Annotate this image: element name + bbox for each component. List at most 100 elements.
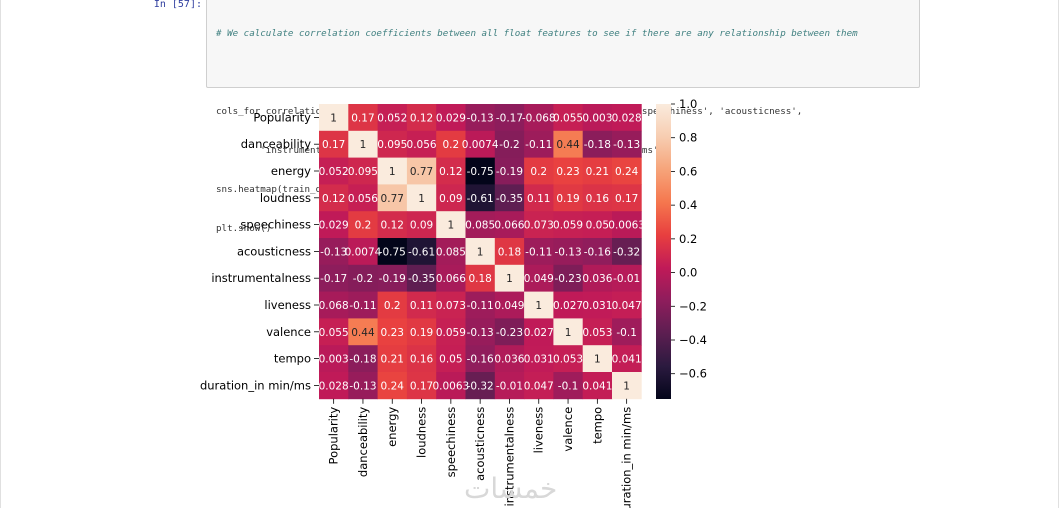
heatmap-annotation: 0.0063: [432, 380, 469, 392]
heatmap-annotation: 0.17: [410, 380, 433, 392]
heatmap-cell: [494, 130, 525, 158]
heatmap-cell: [582, 291, 613, 319]
heatmap-annotation: 0.0074: [345, 246, 382, 258]
y-tick-label: instrumentalness: [211, 271, 311, 285]
heatmap-cell: [524, 238, 554, 266]
heatmap-cell: [494, 318, 525, 346]
heatmap-cell: [377, 157, 408, 185]
heatmap-annotation: 0.036: [494, 354, 524, 366]
heatmap-annotation: -0.16: [467, 354, 494, 366]
heatmap-annotation: 0.0063: [608, 220, 645, 232]
heatmap-annotation: 0.031: [582, 300, 612, 312]
heatmap-annotation: 0.003: [582, 112, 612, 124]
heatmap-annotation: 0.029: [319, 220, 349, 232]
heatmap-cell: [524, 104, 554, 132]
heatmap-annotation: 0.44: [351, 327, 375, 339]
heatmap-annotation: -0.13: [349, 380, 376, 392]
y-tick-label: acousticness: [237, 244, 311, 258]
heatmap-cell: [612, 157, 642, 185]
heatmap-annotation: 0.095: [377, 139, 407, 151]
heatmap-cell: [465, 264, 496, 292]
heatmap-annotation: 0.19: [410, 327, 433, 339]
heatmap-annotation: 0.053: [582, 327, 612, 339]
heatmap-annotation: 0.028: [612, 112, 642, 124]
heatmap-cell: [436, 372, 466, 400]
heatmap-cell: [612, 318, 642, 346]
heatmap-cell: [377, 372, 408, 400]
heatmap-cell: [612, 291, 642, 319]
x-tick-label: speechiness: [444, 407, 458, 478]
heatmap-annotation: 0.77: [410, 166, 433, 178]
heatmap-annotation: 0.052: [319, 166, 349, 178]
heatmap-annotation: 0.041: [612, 354, 642, 366]
heatmap-annotation: 0.053: [553, 354, 583, 366]
heatmap-annotation: 1: [448, 220, 455, 232]
heatmap-annotation: 0.23: [556, 166, 579, 178]
heatmap-annotation: 0.066: [436, 273, 466, 285]
x-tick-label: loudness: [415, 407, 429, 458]
heatmap-annotation: 0.18: [468, 273, 491, 285]
heatmap-cell: [377, 264, 408, 292]
cell-prompt: In [57]:: [153, 0, 202, 10]
y-tick-label: Popularity: [253, 110, 311, 124]
heatmap-annotation: 0.17: [322, 139, 345, 151]
heatmap-annotation: -0.01: [496, 380, 523, 392]
heatmap-cell: [612, 104, 642, 132]
heatmap-annotation: 0.041: [582, 380, 612, 392]
heatmap-annotation: 0.068: [319, 300, 349, 312]
heatmap-cell: [319, 157, 349, 185]
x-tick-label: valence: [561, 407, 575, 452]
heatmap-cell: [582, 184, 613, 212]
y-tick-label: energy: [271, 164, 311, 178]
heatmap-cell: [524, 291, 554, 319]
x-tick-label: tempo: [590, 407, 604, 444]
heatmap-annotation: -0.23: [554, 273, 581, 285]
heatmap-annotation: -0.11: [525, 246, 552, 258]
heatmap-cell: [319, 211, 349, 239]
heatmap-cell: [436, 318, 466, 346]
heatmap-annotation: -0.75: [379, 246, 406, 258]
heatmap-cell: [348, 264, 378, 292]
heatmap-cell: [406, 184, 437, 212]
heatmap-annotation: -0.61: [408, 246, 435, 258]
heatmap-annotation: 0.055: [319, 327, 349, 339]
heatmap-cell: [524, 130, 554, 158]
heatmap-annotation: 1: [360, 139, 367, 151]
heatmap-annotation: 0.44: [556, 139, 580, 151]
heatmap-annotation: 0.036: [582, 273, 612, 285]
watermark-logo: خمسات: [464, 472, 558, 505]
code-cell[interactable]: # We calculate correlation coefficients …: [206, 0, 920, 234]
heatmap-annotation: 0.049: [494, 300, 524, 312]
heatmap-annotation: 0.085: [436, 246, 466, 258]
heatmap-annotation: -0.19: [379, 273, 406, 285]
heatmap-annotation: -0.11: [525, 139, 552, 151]
heatmap-annotation: 1: [594, 354, 601, 366]
heatmap-annotation: 0.12: [439, 166, 462, 178]
heatmap-cell: [348, 318, 378, 346]
heatmap-annotation: 0.047: [612, 300, 642, 312]
heatmap-annotation: 0.0074: [462, 139, 499, 151]
colorbar: [656, 104, 671, 399]
colorbar-tick-label: 0.6: [679, 164, 697, 178]
heatmap-cell: [582, 318, 613, 346]
heatmap-annotation: -0.068: [522, 112, 556, 124]
heatmap-cell: [319, 104, 349, 132]
heatmap-annotation: -0.35: [496, 193, 523, 205]
heatmap-annotation: 0.11: [410, 300, 433, 312]
heatmap-cell: [465, 291, 496, 319]
heatmap-cell: [348, 372, 378, 400]
x-tick-label: danceability: [356, 407, 370, 477]
heatmap-annotation: 0.2: [530, 166, 547, 178]
heatmap-annotation: 0.23: [381, 327, 404, 339]
heatmap-annotation: -0.23: [496, 327, 523, 339]
heatmap-cell: [377, 318, 408, 346]
heatmap-cell: [612, 372, 642, 400]
heatmap-cell: [436, 184, 466, 212]
heatmap-annotation: 0.066: [494, 220, 524, 232]
heatmap-cell: [436, 157, 466, 185]
heatmap-cell: [406, 238, 437, 266]
heatmap-annotation: 0.003: [319, 354, 349, 366]
heatmap-annotation: 1: [477, 246, 484, 258]
heatmap-annotation: 0.029: [436, 112, 466, 124]
heatmap-annotation: 0.17: [615, 193, 638, 205]
